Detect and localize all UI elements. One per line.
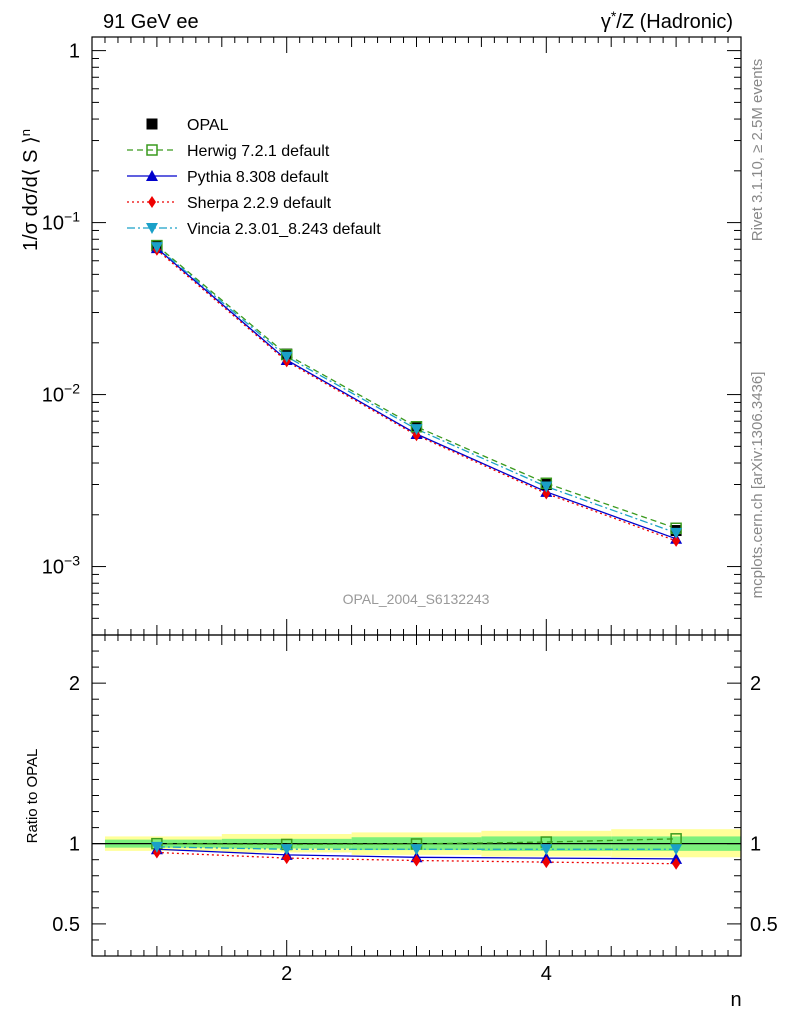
legend-entry-2: Pythia 8.308 default bbox=[127, 169, 329, 186]
series-line bbox=[156, 246, 677, 534]
data-point bbox=[670, 527, 683, 539]
ratio-data-point bbox=[280, 844, 293, 856]
ratio-y-axis-label: Ratio to OPAL bbox=[24, 749, 41, 844]
rivet-label: Rivet 3.1.10, ≥ 2.5M events bbox=[749, 59, 766, 242]
y-tick-label: 10−3 bbox=[42, 553, 80, 579]
ratio-series-2 bbox=[152, 846, 681, 870]
series-markers-4 bbox=[150, 242, 683, 539]
top-y-axis-label-main: 1/σ dσ/d⟨ S ⟩ bbox=[20, 136, 42, 251]
ratio-data-point bbox=[410, 844, 423, 856]
y-tick-label-exponent: −1 bbox=[64, 209, 80, 225]
y-tick-label-mantissa: 1 bbox=[69, 41, 80, 63]
legend-marker bbox=[146, 223, 158, 234]
legend-entry-1: Herwig 7.2.1 default bbox=[127, 143, 330, 160]
data-point bbox=[410, 424, 423, 436]
series-3 bbox=[156, 249, 677, 542]
data-point bbox=[150, 242, 163, 254]
legend-entry-0: OPAL bbox=[146, 117, 229, 134]
ratio-series-line bbox=[156, 851, 677, 865]
series-4 bbox=[156, 246, 677, 534]
series-markers-0 bbox=[151, 240, 682, 537]
ratio-y-tick-label-right: 1 bbox=[750, 834, 761, 856]
legend: OPAL Herwig 7.2.1 default Pythia 8.308 def… bbox=[127, 117, 381, 238]
ratio-y-tick-label-left: 2 bbox=[69, 673, 80, 695]
chart-title-right-sup: * bbox=[611, 8, 617, 24]
legend-marker bbox=[148, 196, 156, 208]
analysis-watermark: OPAL_2004_S6132243 bbox=[343, 591, 490, 607]
x-axis-label: n bbox=[730, 989, 741, 1011]
legend-label: Herwig 7.2.1 default bbox=[187, 143, 330, 160]
top-y-axis-label-sup: n bbox=[18, 129, 33, 136]
ratio-series-3 bbox=[150, 841, 683, 856]
ratio-data-point bbox=[542, 856, 551, 869]
ratio-y-tick-label-left: 0.5 bbox=[52, 914, 80, 936]
series-markers-2 bbox=[150, 242, 683, 544]
ratio-data-point bbox=[672, 857, 681, 870]
y-tick-label-exponent: −3 bbox=[64, 553, 80, 569]
y-tick-label: 10−2 bbox=[42, 381, 80, 407]
y-tick-label: 10−1 bbox=[42, 209, 80, 235]
y-tick-label-exponent: −2 bbox=[64, 381, 80, 397]
series-1 bbox=[156, 245, 677, 529]
legend-entry-3: Sherpa 2.2.9 default bbox=[127, 195, 332, 212]
ratio-data-point bbox=[670, 844, 683, 856]
data-point bbox=[412, 429, 421, 442]
mcplots-label: mcplots.cern.ch [arXiv:1306.3436] bbox=[749, 372, 766, 599]
x-tick-label: 2 bbox=[281, 963, 292, 985]
y-tick-label: 1 bbox=[69, 41, 80, 63]
ratio-data-point bbox=[540, 844, 553, 856]
y-tick-label-mantissa: 10 bbox=[42, 213, 64, 235]
ratio-data-point bbox=[150, 841, 163, 853]
chart-title-left: 91 GeV ee bbox=[103, 11, 199, 33]
ratio-series-line bbox=[156, 838, 677, 846]
ratio-y-tick-label-left: 1 bbox=[69, 834, 80, 856]
top-y-axis-label: 1/σ dσ/d⟨ S ⟩n bbox=[18, 129, 42, 251]
chart-title-right-rest: /Z (Hadronic) bbox=[616, 11, 733, 33]
y-tick-label-mantissa: 10 bbox=[42, 385, 64, 407]
data-point bbox=[280, 351, 293, 363]
legend-label: Pythia 8.308 default bbox=[187, 169, 329, 186]
ratio-y-tick-label-right: 2 bbox=[750, 673, 761, 695]
series-line bbox=[156, 245, 677, 529]
x-tick-label: 4 bbox=[541, 963, 552, 985]
legend-label: Vincia 2.3.01_8.243 default bbox=[187, 221, 381, 238]
ratio-plot-frame bbox=[91, 634, 742, 957]
data-point bbox=[672, 534, 681, 547]
y-tick-label-mantissa: 10 bbox=[42, 557, 64, 579]
legend-marker bbox=[146, 170, 158, 181]
data-point bbox=[540, 481, 553, 493]
legend-marker bbox=[146, 118, 158, 130]
ratio-data-point bbox=[412, 854, 421, 867]
series-line bbox=[156, 249, 677, 542]
main-plot-panel: 110−110−210−3 bbox=[42, 36, 742, 636]
series-markers-3 bbox=[152, 243, 681, 547]
series-markers-1 bbox=[151, 239, 682, 535]
ratio-y-tick-label-right: 0.5 bbox=[750, 914, 778, 936]
legend-label: OPAL bbox=[187, 117, 229, 134]
series-line bbox=[156, 247, 677, 540]
chart-title-right: γ*/Z (Hadronic) bbox=[601, 8, 733, 33]
legend-marker bbox=[146, 144, 158, 156]
series-2 bbox=[156, 247, 677, 540]
legend-entry-4: Vincia 2.3.01_8.243 default bbox=[127, 221, 381, 238]
ratio-data-point bbox=[670, 833, 682, 845]
legend-label: Sherpa 2.2.9 default bbox=[187, 195, 332, 212]
ratio-plot-panel: 0.5 0.5 1 1 2 2 2 4 bbox=[52, 634, 778, 985]
ratio-data-point bbox=[282, 852, 291, 865]
data-point bbox=[542, 487, 551, 500]
